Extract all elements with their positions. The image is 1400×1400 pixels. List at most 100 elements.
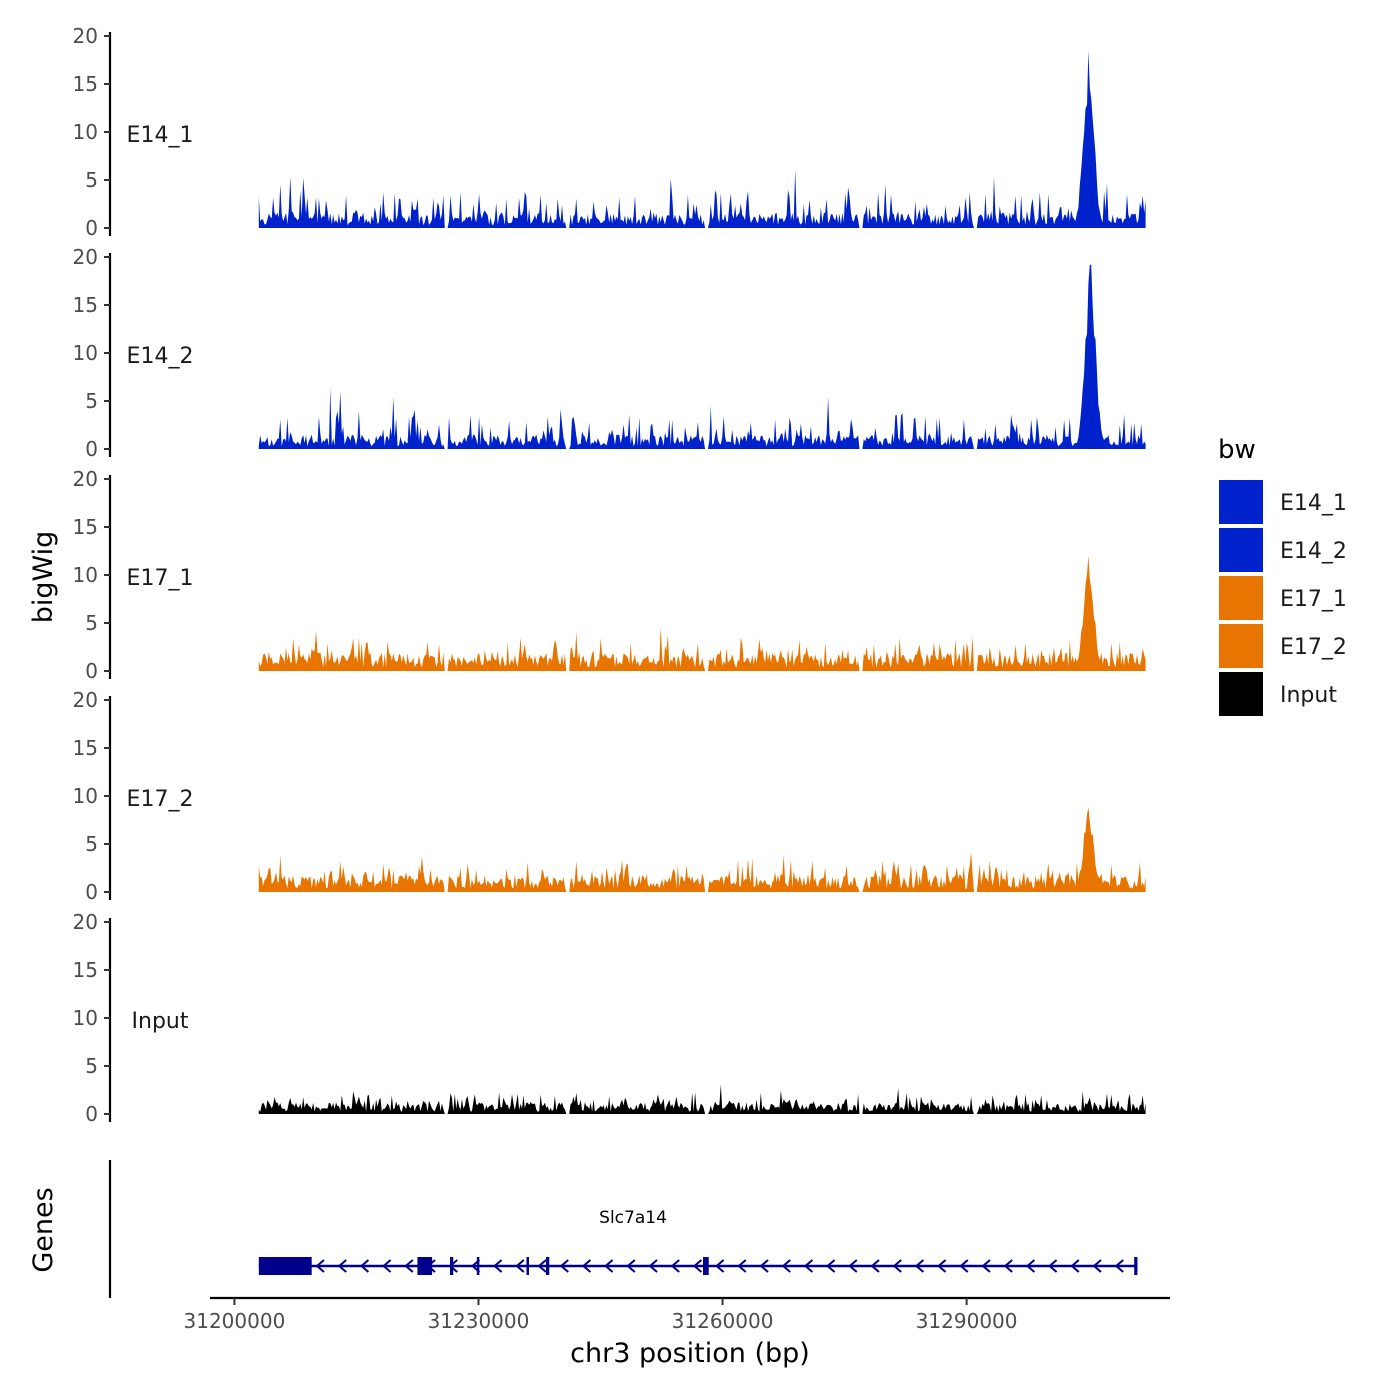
gene-slc7a14: Slc7a14 — [258, 1208, 1138, 1275]
legend-item-e17-1: E17_1 — [1219, 576, 1347, 620]
y-tick-label: 5 — [85, 1054, 98, 1078]
track-label: E14_2 — [127, 344, 194, 369]
strand-arrow — [648, 1259, 658, 1273]
legend-swatch — [1219, 528, 1263, 572]
strand-arrow — [759, 1259, 769, 1273]
strand-arrow — [559, 1259, 569, 1273]
x-tick-label: 31200000 — [184, 1309, 286, 1333]
y-tick-label: 10 — [73, 784, 98, 808]
strand-arrow — [337, 1259, 347, 1273]
legend-swatch — [1219, 576, 1263, 620]
strand-arrow — [1025, 1259, 1036, 1273]
strand-arrow — [692, 1259, 703, 1273]
gene-exon — [450, 1257, 454, 1275]
track-label: E14_1 — [127, 123, 194, 148]
gene-exon — [1134, 1257, 1138, 1275]
track-e14-2: 0 5 10 15 20 E14_2 — [73, 245, 1146, 461]
strand-arrow — [1070, 1259, 1080, 1273]
legend: bw E14_1 E14_2 E17_1 E17_2 Input — [1218, 435, 1347, 716]
track-e17-2: 0 5 10 15 20 E17_2 — [73, 688, 1146, 904]
track-label: Input — [132, 1009, 189, 1034]
strand-arrow — [1003, 1259, 1013, 1273]
y-axis-title: bigWig — [28, 531, 59, 624]
y-tick-label: 5 — [85, 168, 98, 192]
legend-item-e14-2: E14_2 — [1219, 528, 1347, 572]
gene-exon — [703, 1257, 709, 1275]
legend-label: E17_1 — [1280, 587, 1347, 612]
legend-label: E14_2 — [1280, 539, 1347, 564]
strand-arrow — [404, 1259, 414, 1273]
strand-arrow — [870, 1259, 880, 1273]
y-tick-label: 0 — [85, 437, 98, 461]
signal-area-input — [258, 1084, 1146, 1114]
strand-arrow — [914, 1259, 925, 1273]
strand-arrow — [1092, 1259, 1102, 1273]
y-tick-label: 20 — [73, 24, 98, 48]
x-axis-title: chr3 position (bp) — [570, 1338, 810, 1369]
strand-arrow — [959, 1259, 969, 1273]
legend-label: E17_2 — [1280, 635, 1347, 660]
y-tick-label: 20 — [73, 688, 98, 712]
strand-arrow — [737, 1259, 747, 1273]
y-tick-label: 10 — [73, 341, 98, 365]
legend-title: bw — [1218, 435, 1256, 465]
legend-swatch — [1219, 480, 1263, 524]
genes-panel: Slc7a14 — [108, 1160, 1138, 1298]
genes-axis-title: Genes — [28, 1187, 59, 1272]
strand-arrow — [626, 1259, 636, 1273]
x-tick-label: 31260000 — [672, 1309, 774, 1333]
y-tick-label: 10 — [73, 563, 98, 587]
gene-label: Slc7a14 — [599, 1208, 667, 1228]
legend-swatch — [1219, 672, 1263, 716]
track-label: E17_1 — [127, 566, 194, 591]
track-e14-1: 0 5 10 15 20 E14_1 — [73, 24, 1146, 240]
strand-arrow — [803, 1259, 814, 1273]
strand-arrow — [892, 1259, 902, 1273]
x-tick-label: 31230000 — [428, 1309, 530, 1333]
strand-arrow — [581, 1259, 592, 1273]
strand-arrow — [315, 1259, 325, 1273]
strand-arrow — [715, 1259, 725, 1273]
gene-exon — [476, 1257, 480, 1275]
y-tick-label: 0 — [85, 216, 98, 240]
signal-area-e17-2 — [258, 807, 1146, 892]
y-tick-label: 15 — [73, 293, 98, 317]
strand-arrow — [781, 1259, 791, 1273]
y-tick-label: 10 — [73, 1006, 98, 1030]
y-tick-label: 15 — [73, 515, 98, 539]
y-tick-label: 15 — [73, 736, 98, 760]
track-input: 0 5 10 15 20 Input — [73, 910, 1146, 1126]
y-tick-label: 10 — [73, 120, 98, 144]
legend-label: E14_1 — [1280, 491, 1347, 516]
y-tick-label: 15 — [73, 958, 98, 982]
y-tick-label: 5 — [85, 389, 98, 413]
y-tick-label: 0 — [85, 880, 98, 904]
gene-exon — [258, 1257, 312, 1275]
strand-arrow — [537, 1259, 547, 1273]
legend-item-e14-1: E14_1 — [1219, 480, 1347, 524]
strand-arrow — [382, 1259, 392, 1273]
y-tick-label: 20 — [73, 245, 98, 269]
strand-arrow — [493, 1259, 503, 1273]
y-tick-label: 5 — [85, 611, 98, 635]
track-label: E17_2 — [127, 787, 194, 812]
y-tick-label: 20 — [73, 910, 98, 934]
gene-exon — [526, 1257, 529, 1275]
gene-exon — [417, 1257, 433, 1275]
strand-arrow — [1048, 1259, 1058, 1273]
signal-area-e14-2 — [258, 264, 1146, 449]
track-e17-1: 0 5 10 15 20 E17_1 — [73, 467, 1146, 683]
strand-arrow — [359, 1259, 370, 1273]
strand-arrow — [670, 1259, 680, 1273]
y-tick-label: 5 — [85, 832, 98, 856]
x-axis: 31200000 31230000 31260000 31290000 — [184, 1296, 1170, 1333]
strand-arrow — [848, 1259, 858, 1273]
strand-arrow — [826, 1259, 836, 1273]
strand-arrow — [604, 1259, 614, 1273]
strand-arrow — [1114, 1259, 1124, 1273]
gene-exon — [546, 1257, 550, 1275]
legend-item-input: Input — [1219, 672, 1337, 716]
signal-area-e17-1 — [258, 555, 1146, 671]
y-tick-label: 20 — [73, 467, 98, 491]
